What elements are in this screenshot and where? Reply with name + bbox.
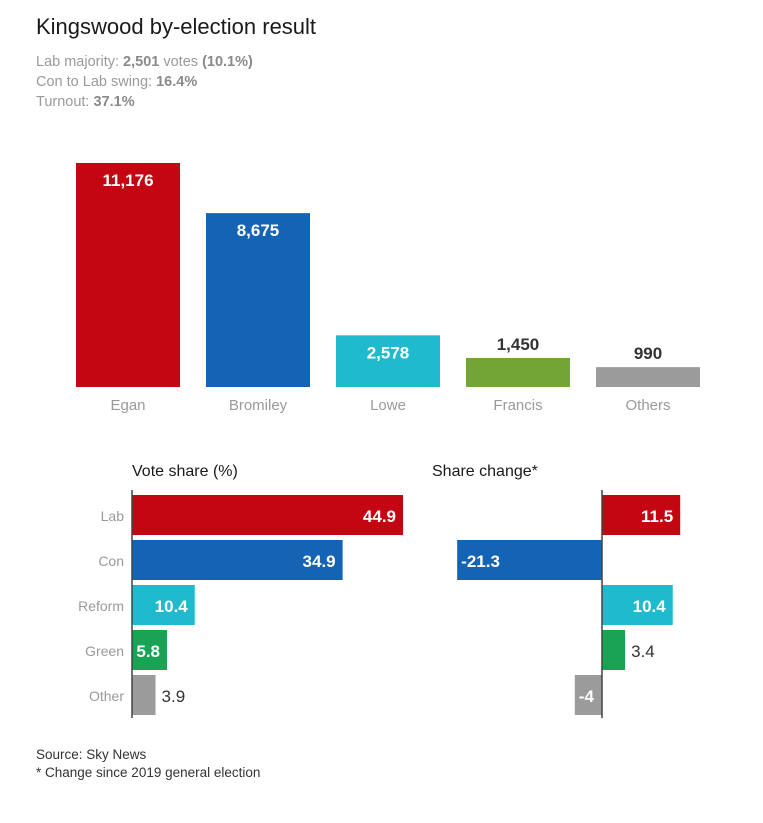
value-label: 990 <box>634 344 662 363</box>
value-label: 44.9 <box>363 507 396 526</box>
value-label: 11,176 <box>102 171 153 190</box>
category-label: Lab <box>101 508 125 524</box>
swing-value: 16.4% <box>156 74 198 90</box>
bar-share-con <box>132 540 343 580</box>
swing-line: Con to Lab swing: 16.4% <box>36 74 197 90</box>
bar-francis <box>466 357 570 387</box>
turnout-line: Turnout: 37.1% <box>36 94 135 110</box>
category-label: Reform <box>78 598 124 614</box>
bar-share-reform <box>132 585 195 625</box>
value-label: 11.5 <box>641 507 673 526</box>
bar-change-reform <box>602 585 673 625</box>
swing-label: Con to Lab swing: <box>36 74 157 90</box>
share-change-title: Share change* <box>432 463 538 480</box>
bar-egan <box>76 163 180 387</box>
bar-share-lab <box>132 495 403 535</box>
category-label: Lowe <box>370 397 406 414</box>
bar-bromiley <box>206 213 310 387</box>
category-label: Green <box>85 643 124 659</box>
majority-label: Lab majority: <box>36 54 124 70</box>
votes-word: votes <box>159 54 203 70</box>
value-label: 10.4 <box>155 597 189 616</box>
category-label: Francis <box>493 397 542 414</box>
bar-change-lab <box>602 495 681 535</box>
value-label: 3.4 <box>631 642 655 661</box>
category-label: Bromiley <box>229 397 288 414</box>
value-label: 2,578 <box>367 343 410 362</box>
majority-line: Lab majority: 2,501 votes (10.1%) <box>36 54 253 70</box>
majority-votes: 2,501 <box>123 54 160 70</box>
value-label: 1,450 <box>497 335 540 354</box>
majority-pct: (10.1%) <box>202 54 253 70</box>
vote-share-title: Vote share (%) <box>132 463 238 480</box>
category-label: Egan <box>110 397 145 414</box>
bar-lowe <box>336 335 440 387</box>
value-label: -4 <box>579 687 595 706</box>
change-note: * Change since 2019 general election <box>36 765 261 780</box>
source-note: Source: Sky News <box>36 747 147 762</box>
value-label: -21.3 <box>461 552 500 571</box>
value-label: 5.8 <box>136 642 160 661</box>
bar-share-green <box>132 630 168 670</box>
bar-others <box>596 367 700 387</box>
value-label: 34.9 <box>303 552 336 571</box>
turnout-value: 37.1% <box>93 94 135 110</box>
value-label: 8,675 <box>237 221 280 240</box>
bar-change-green <box>602 630 626 670</box>
bar-share-other <box>132 675 156 715</box>
value-label: 10.4 <box>633 597 667 616</box>
category-label: Others <box>625 397 670 414</box>
category-label: Con <box>98 553 124 569</box>
bar-change-con <box>457 540 602 580</box>
bar-change-other <box>574 675 602 715</box>
chart-title: Kingswood by-election result <box>36 14 317 39</box>
turnout-label: Turnout: <box>36 94 94 110</box>
category-label: Other <box>89 688 124 704</box>
value-label: 3.9 <box>162 687 186 706</box>
